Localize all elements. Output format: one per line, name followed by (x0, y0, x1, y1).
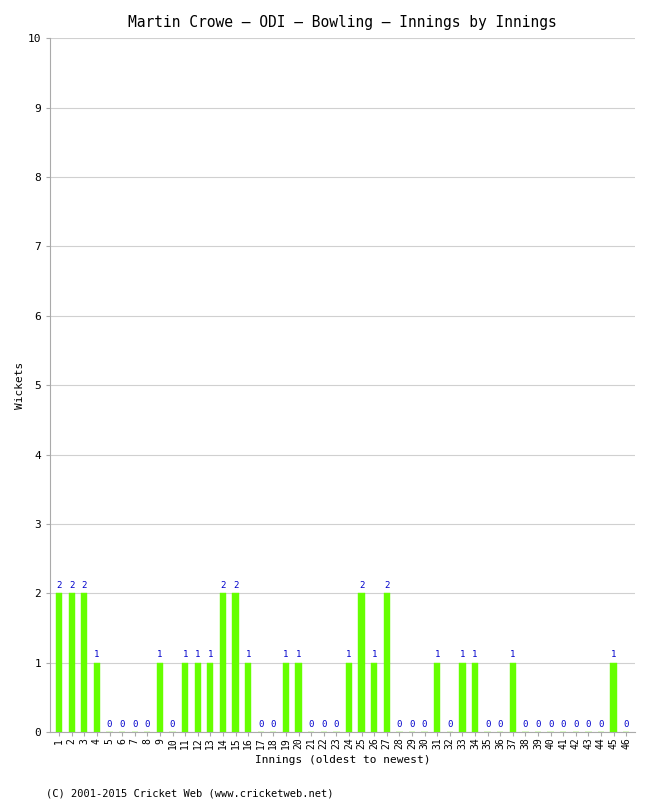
Text: 0: 0 (536, 720, 541, 730)
Text: 0: 0 (560, 720, 566, 730)
Bar (157, 662, 163, 732)
Bar (245, 662, 252, 732)
Bar (182, 662, 188, 732)
Text: 0: 0 (410, 720, 415, 730)
Text: 0: 0 (422, 720, 427, 730)
Text: 2: 2 (69, 581, 74, 590)
Text: 1: 1 (296, 650, 301, 659)
Text: 1: 1 (346, 650, 352, 659)
Text: 1: 1 (510, 650, 515, 659)
Text: 1: 1 (460, 650, 465, 659)
Text: 1: 1 (371, 650, 377, 659)
Text: 1: 1 (157, 650, 162, 659)
Text: 0: 0 (396, 720, 402, 730)
Text: 1: 1 (207, 650, 213, 659)
X-axis label: Innings (oldest to newest): Innings (oldest to newest) (255, 755, 430, 765)
Text: 1: 1 (473, 650, 478, 659)
Bar (56, 594, 62, 732)
Text: 2: 2 (384, 581, 389, 590)
Text: 0: 0 (573, 720, 578, 730)
Bar (69, 594, 75, 732)
Text: 0: 0 (485, 720, 490, 730)
Text: 0: 0 (497, 720, 503, 730)
Text: 0: 0 (586, 720, 591, 730)
Text: 2: 2 (82, 581, 87, 590)
Text: 0: 0 (170, 720, 176, 730)
Bar (346, 662, 352, 732)
Text: 2: 2 (220, 581, 226, 590)
Bar (371, 662, 377, 732)
Text: 0: 0 (598, 720, 604, 730)
Bar (81, 594, 88, 732)
Bar (510, 662, 516, 732)
Bar (233, 594, 239, 732)
Title: Martin Crowe – ODI – Bowling – Innings by Innings: Martin Crowe – ODI – Bowling – Innings b… (128, 15, 557, 30)
Text: 0: 0 (447, 720, 452, 730)
Bar (459, 662, 465, 732)
Bar (295, 662, 302, 732)
Bar (358, 594, 365, 732)
Text: 0: 0 (107, 720, 112, 730)
Text: 0: 0 (523, 720, 528, 730)
Text: 1: 1 (283, 650, 289, 659)
Bar (220, 594, 226, 732)
Text: 2: 2 (233, 581, 239, 590)
Bar (610, 662, 617, 732)
Text: 1: 1 (183, 650, 188, 659)
Text: 0: 0 (309, 720, 314, 730)
Bar (384, 594, 390, 732)
Text: 2: 2 (57, 581, 62, 590)
Bar (207, 662, 213, 732)
Text: (C) 2001-2015 Cricket Web (www.cricketweb.net): (C) 2001-2015 Cricket Web (www.cricketwe… (46, 788, 333, 798)
Text: 0: 0 (258, 720, 263, 730)
Text: 0: 0 (120, 720, 125, 730)
Text: 0: 0 (321, 720, 326, 730)
Text: 2: 2 (359, 581, 364, 590)
Bar (194, 662, 201, 732)
Text: 0: 0 (623, 720, 629, 730)
Text: 0: 0 (145, 720, 150, 730)
Text: 1: 1 (195, 650, 200, 659)
Text: 0: 0 (270, 720, 276, 730)
Text: 0: 0 (132, 720, 137, 730)
Text: 1: 1 (246, 650, 251, 659)
Text: 0: 0 (548, 720, 553, 730)
Text: 0: 0 (333, 720, 339, 730)
Bar (434, 662, 440, 732)
Bar (94, 662, 100, 732)
Bar (283, 662, 289, 732)
Text: 1: 1 (611, 650, 616, 659)
Text: 1: 1 (94, 650, 99, 659)
Text: 1: 1 (434, 650, 440, 659)
Y-axis label: Wickets: Wickets (15, 362, 25, 409)
Bar (472, 662, 478, 732)
